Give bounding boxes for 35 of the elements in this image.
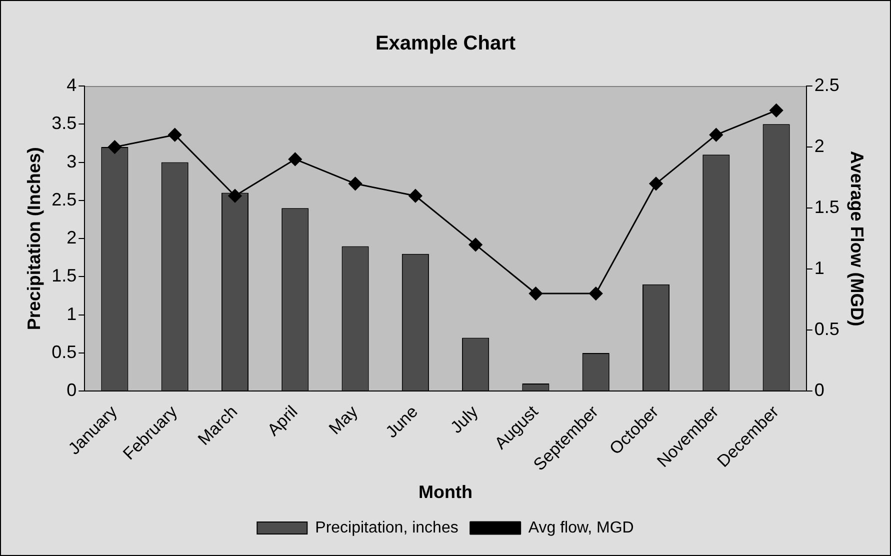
point [348,176,362,190]
y2-tick-label: 0.5 [814,319,840,340]
legend-label: Avg flow, MGD [528,519,634,536]
point [108,140,122,154]
y2-axis-title: Average Flow (MGD) [847,150,868,326]
point [770,104,784,118]
y-tick-label: 2 [66,228,77,248]
y-tick-label: 1.5 [52,266,77,286]
x-tick-label: May [325,402,362,438]
x-tick-label: July [446,402,482,437]
chart-title: Example Chart [375,32,516,55]
point [288,152,302,166]
y-tick-label: 0.5 [52,342,77,362]
x-axis-title: Month [418,482,472,502]
point [468,238,482,252]
y2-tick-label: 0 [814,380,824,400]
y-tick-label: 3.5 [52,113,77,134]
y-tick-label: 2.5 [52,189,77,210]
point [228,189,242,203]
y2-tick-label: 2.5 [814,74,840,95]
y-tick-label: 3 [66,151,77,172]
y-axis-title: Precipitation (Inches) [24,147,44,330]
y-tick-label: 1 [66,304,77,324]
point [709,128,723,142]
point [528,286,542,300]
y2-tick-label: 1.5 [814,197,840,218]
y-tick-label: 4 [66,74,77,95]
point [649,176,663,190]
point [408,189,422,203]
y2-tick-label: 2 [814,136,824,156]
y2-tick-label: 1 [814,258,824,278]
point [168,128,182,142]
point [589,286,603,300]
legend-label: Precipitation, inches [315,519,458,536]
y-tick-label: 0 [66,380,77,400]
